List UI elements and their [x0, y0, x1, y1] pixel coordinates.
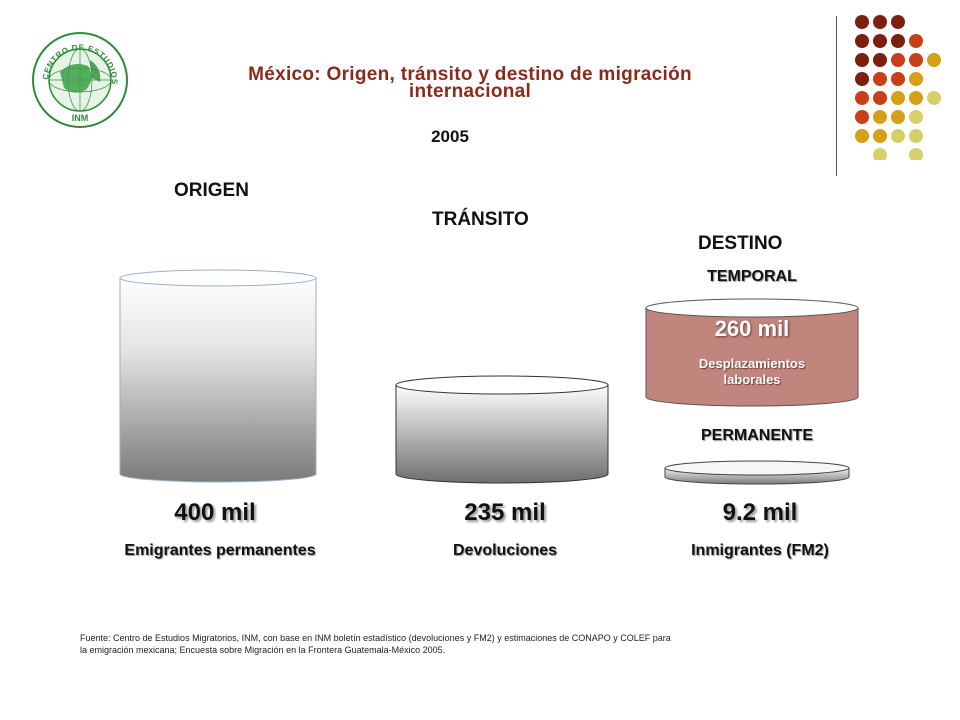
year-label: 2005 [431, 127, 469, 146]
source-note: Fuente: Centro de Estudios Migratorios, … [80, 633, 671, 655]
transito-heading: TRÁNSITO [432, 209, 529, 230]
temporal-tag: TEMPORAL [707, 268, 797, 285]
page-title: México: Origen, tránsito y destino de mi… [248, 64, 692, 102]
origen-cylinder [119, 269, 317, 483]
temporal-label: Desplazamientos laborales [698, 356, 806, 387]
temporal-value: 260 mil [714, 316, 790, 341]
permanente-label: Inmigrantes (FM2) [691, 542, 829, 559]
decorative-dots [855, 15, 941, 160]
permanente-cylinder [664, 460, 850, 485]
destino-heading: DESTINO [698, 233, 783, 254]
inm-logo: CENTRO DE ESTUDIOS MIGRATORIOS INM [30, 30, 128, 128]
transito-cylinder [395, 375, 609, 484]
divider-line [836, 16, 837, 176]
permanente-value: 9.2 mil [722, 499, 798, 526]
temporal-cylinder [645, 298, 859, 407]
permanente-tag: PERMANENTE [700, 427, 813, 444]
transito-value: 235 mil [464, 499, 546, 526]
origen-value: 400 mil [174, 499, 256, 526]
transito-label: Devoluciones [452, 542, 558, 559]
origen-heading: ORIGEN [174, 180, 249, 201]
origen-label: Emigrantes permanentes [124, 542, 316, 559]
svg-text:INM: INM [72, 113, 89, 123]
